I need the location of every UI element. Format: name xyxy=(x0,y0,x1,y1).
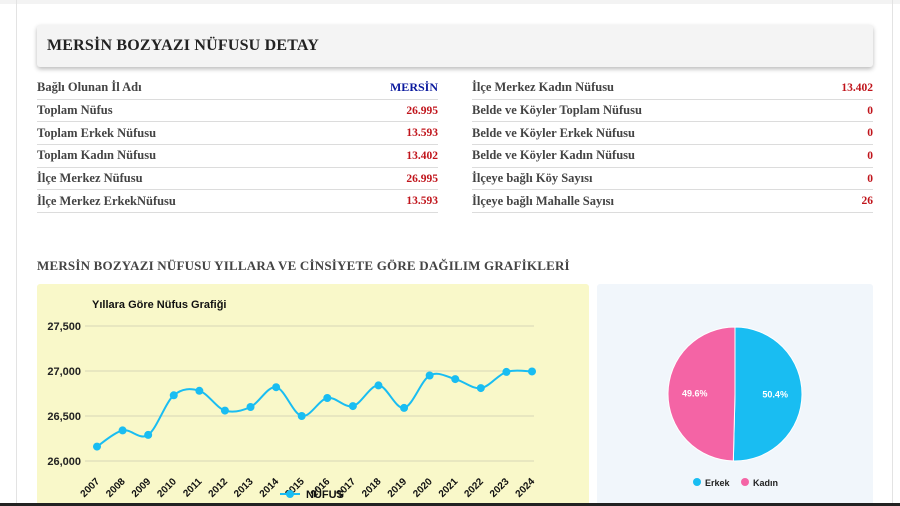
data-point[interactable] xyxy=(502,367,511,376)
content-frame xyxy=(16,0,893,506)
pie-chart: 50.4% 49.6% Erkek Kadın xyxy=(667,326,803,488)
stat-label: İlçe Merkez ErkekNüfusu xyxy=(37,193,176,208)
legend-label-nufus[interactable]: NÜFUS xyxy=(306,488,344,501)
page-title: MERSİN BOZYAZI NÜFUSU DETAY xyxy=(47,37,319,54)
stat-row-male: Toplam Erkek Nüfusu 13.593 xyxy=(37,122,438,146)
stat-label: Bağlı Olunan İl Adı xyxy=(37,80,142,95)
stats-table-right: İlçe Merkez Kadın Nüfusu 13.402 Belde ve … xyxy=(472,77,874,214)
x-tick-label: 2024 xyxy=(514,476,538,500)
x-tick-label: 2018 xyxy=(360,476,384,500)
stat-value: 26 xyxy=(861,195,874,208)
stat-label: Belde ve Köyler Erkek Nüfusu xyxy=(472,125,635,140)
stat-value: 0 xyxy=(867,127,873,140)
legend-label-kadin[interactable]: Kadın xyxy=(753,478,778,488)
data-point[interactable] xyxy=(220,406,229,415)
line-chart: Yıllara Göre Nüfus Grafiği 26,000 26,500 27… xyxy=(47,299,538,501)
stat-row-neighborhood-count: İlçeye bağlı Mahalle Sayısı 26 xyxy=(472,190,874,214)
y-tick-label: 27,000 xyxy=(47,366,81,378)
data-point[interactable] xyxy=(246,403,255,411)
stat-row-province: Bağlı Olunan İl Adı MERSİN xyxy=(37,77,438,100)
stat-row-villages-female: Belde ve Köyler Kadın Nüfusu 0 xyxy=(472,145,873,168)
stat-label: İlçeye bağlı Köy Sayısı xyxy=(472,171,593,186)
data-point[interactable] xyxy=(297,412,306,420)
data-point[interactable] xyxy=(272,383,281,392)
data-point[interactable] xyxy=(451,375,460,384)
stat-value: 13.402 xyxy=(406,149,438,162)
stat-row-center-male: İlçe Merkez ErkekNüfusu 13.593 xyxy=(37,190,438,214)
data-point[interactable] xyxy=(93,442,101,451)
top-border xyxy=(0,0,900,4)
data-point[interactable] xyxy=(425,371,434,380)
stat-value: MERSİN xyxy=(389,80,438,95)
data-point[interactable] xyxy=(528,367,536,376)
x-tick-label: 2013 xyxy=(232,476,256,500)
stat-value: 13.593 xyxy=(406,127,438,140)
data-point[interactable] xyxy=(374,381,383,390)
stat-label: Toplam Kadın Nüfusu xyxy=(37,148,157,163)
line-chart-panel: Yıllara Göre Nüfus Grafiği 26,000 26,500 27… xyxy=(37,284,589,506)
data-point[interactable] xyxy=(400,403,409,412)
stat-value: 13.402 xyxy=(841,81,873,94)
stat-value: 0 xyxy=(867,149,873,162)
y-tick-label: 26,000 xyxy=(47,456,81,468)
x-tick-label: 2019 xyxy=(386,476,410,500)
legend-label-erkek[interactable]: Erkek xyxy=(705,478,731,488)
stat-label: Toplam Nüfus xyxy=(37,103,113,118)
legend-swatch xyxy=(693,478,701,486)
x-tick-label: 2007 xyxy=(79,476,103,500)
stat-value: 13.593 xyxy=(406,195,438,208)
line-chart-title: Yıllara Göre Nüfus Grafiği xyxy=(92,299,226,311)
legend-swatch xyxy=(741,478,749,486)
stat-label: Belde ve Köyler Toplam Nüfusu xyxy=(472,103,642,118)
stat-row-center-female: İlçe Merkez Kadın Nüfusu 13.402 xyxy=(472,77,873,100)
stat-value: 26.995 xyxy=(406,172,438,185)
data-point[interactable] xyxy=(118,426,127,435)
stat-label: Belde ve Köyler Kadın Nüfusu xyxy=(472,148,635,163)
stat-row-female: Toplam Kadın Nüfusu 13.402 xyxy=(37,145,438,168)
stat-value: 26.995 xyxy=(406,104,438,117)
data-point[interactable] xyxy=(323,394,332,402)
pie-chart-panel: 50.4% 49.6% Erkek Kadın xyxy=(597,284,873,506)
x-tick-label: 2021 xyxy=(437,476,461,500)
stat-label: İlçe Merkez Kadın Nüfusu xyxy=(472,80,615,95)
stat-label: İlçeye bağlı Mahalle Sayısı xyxy=(472,193,615,208)
pie-slice-label: 49.6% xyxy=(682,388,708,398)
page-header: MERSİN BOZYAZI NÜFUSU DETAY xyxy=(37,25,873,67)
pie-slice-kadin[interactable] xyxy=(667,326,736,462)
data-point[interactable] xyxy=(169,391,178,400)
stat-row-village-count: İlçeye bağlı Köy Sayısı 0 xyxy=(472,168,873,191)
data-point[interactable] xyxy=(144,430,153,439)
x-tick-label: 2011 xyxy=(181,476,204,499)
y-tick-label: 27,500 xyxy=(47,321,81,333)
charts-section-title: MERSİN BOZYAZI NÜFUSU YILLARA VE CİNSİYE… xyxy=(37,258,570,273)
pie-slice-erkek[interactable] xyxy=(732,326,803,462)
stat-row-villages-total: Belde ve Köyler Toplam Nüfusu 0 xyxy=(472,100,873,123)
x-tick-label: 2012 xyxy=(207,476,231,500)
stat-row-total: Toplam Nüfus 26.995 xyxy=(37,100,438,123)
bottom-border xyxy=(0,503,900,506)
stat-value: 0 xyxy=(867,172,873,185)
data-point[interactable] xyxy=(476,384,485,393)
pie-slice-label: 50.4% xyxy=(762,390,788,400)
series-line-nufus xyxy=(96,369,533,448)
stat-label: Toplam Erkek Nüfusu xyxy=(37,125,157,140)
x-tick-label: 2010 xyxy=(155,476,179,500)
x-tick-label: 2023 xyxy=(488,476,512,500)
stats-table-left: Bağlı Olunan İl Adı MERSİN Toplam Nüfus 26… xyxy=(37,77,438,214)
y-tick-label: 26,500 xyxy=(47,411,81,423)
legend-marker xyxy=(286,490,294,498)
data-point[interactable] xyxy=(195,386,204,395)
x-tick-label: 2022 xyxy=(462,476,486,500)
stat-row-villages-male: Belde ve Köyler Erkek Nüfusu 0 xyxy=(472,122,873,146)
data-point[interactable] xyxy=(348,402,357,411)
x-tick-label: 2020 xyxy=(411,476,435,500)
stat-label: İlçe Merkez Nüfusu xyxy=(37,171,143,186)
x-tick-label: 2008 xyxy=(104,476,128,500)
x-tick-label: 2009 xyxy=(130,476,154,500)
x-tick-label: 2014 xyxy=(258,476,282,500)
stat-row-center: İlçe Merkez Nüfusu 26.995 xyxy=(37,168,438,191)
stat-value: 0 xyxy=(867,104,873,117)
